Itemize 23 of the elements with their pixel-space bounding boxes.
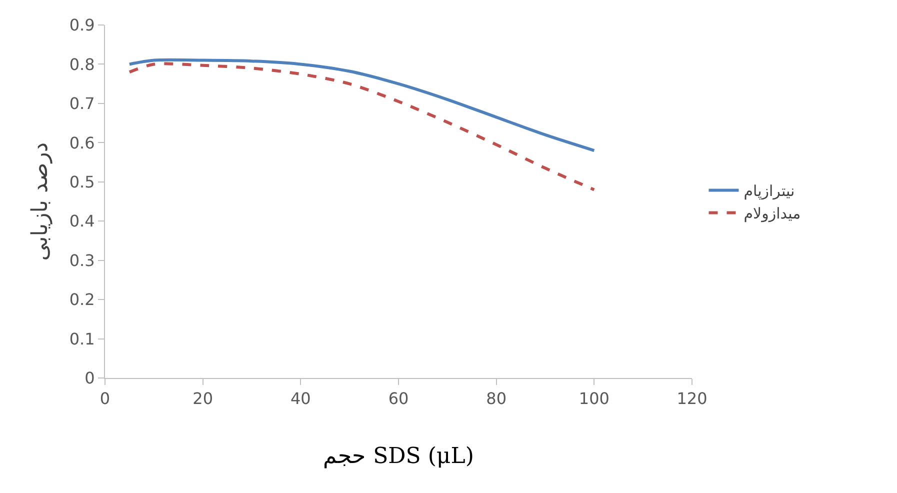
x-tick-label: 60: [388, 389, 409, 408]
legend-label: نیترازپام: [744, 182, 795, 200]
y-tick-label: 0.3: [69, 250, 95, 270]
y-axis-title: درصد بازیابی: [28, 142, 54, 261]
x-tick-label: 20: [192, 389, 214, 408]
y-tick-label: 0.8: [69, 54, 95, 74]
legend-label: میدازولام: [744, 204, 801, 223]
x-tick-label: 120: [676, 389, 708, 408]
y-tick-label: 0.2: [69, 290, 95, 310]
y-tick-label: 0.5: [69, 172, 95, 192]
y-tick-label: 0.9: [69, 16, 95, 35]
y-tick-label: 0: [84, 368, 95, 388]
x-tick-label: 80: [486, 389, 507, 408]
y-tick-label: 0.6: [69, 133, 95, 152]
x-axis-title: حجم SDS (μL): [323, 444, 474, 470]
y-tick-label: 0.4: [69, 212, 95, 231]
y-tick-label: 0.7: [69, 94, 95, 114]
x-tick-label: 100: [578, 389, 610, 408]
line-series: [128, 58, 596, 152]
x-tick-label: 0: [100, 389, 110, 408]
y-tick-label: 0.1: [69, 329, 95, 348]
x-tick-label: 40: [290, 389, 311, 408]
line-series: [128, 62, 596, 192]
